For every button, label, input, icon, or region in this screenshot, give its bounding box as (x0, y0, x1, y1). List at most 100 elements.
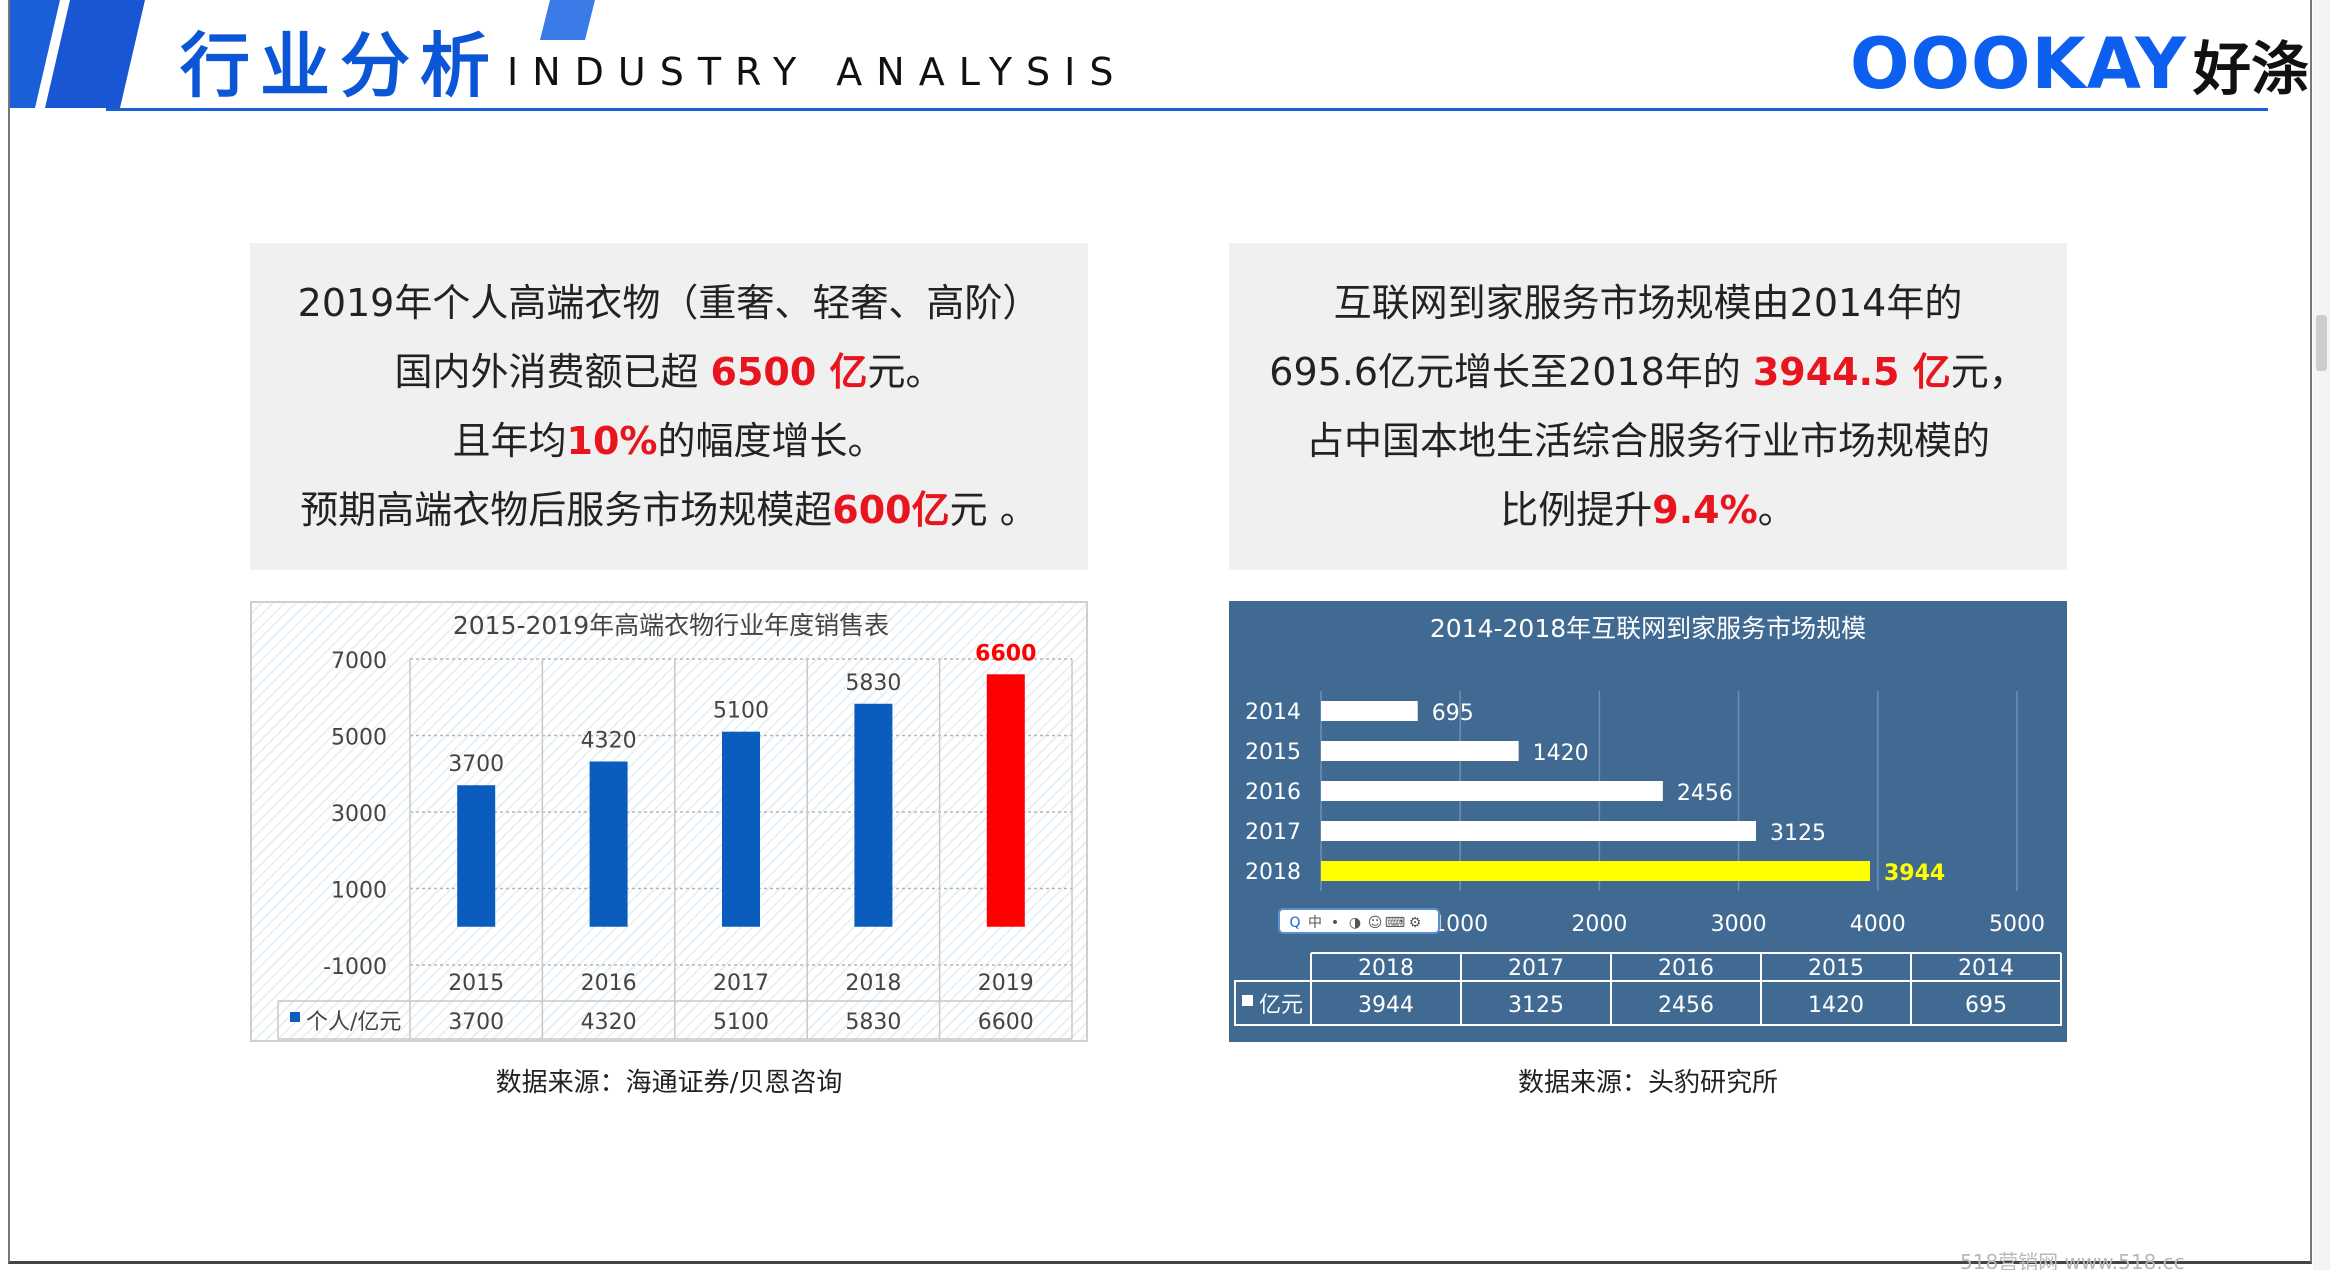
y-tick-label: -1000 (323, 955, 387, 980)
table-value: 5100 (713, 1010, 769, 1035)
data-label: 2456 (1677, 781, 1733, 806)
highlight-value: 6500 亿 (710, 349, 868, 394)
bar (589, 761, 628, 927)
y-tick-label: 7000 (331, 649, 387, 674)
x-tick-label: 3000 (1711, 912, 1767, 937)
data-source-left: 数据来源：海通证券/贝恩咨询 (495, 1068, 843, 1098)
bar (1321, 861, 1871, 881)
x-tick-label: 2015 (448, 971, 504, 996)
legend-label: 亿元 (1259, 993, 1303, 1018)
chart-title: 2014-2018年互联网到家服务市场规模 (1430, 614, 1866, 643)
watermark: 518营销网 www.518.cc (1960, 1250, 2185, 1270)
x-tick-label: 1000 (1432, 912, 1488, 937)
y-tick-label: 3000 (331, 802, 387, 827)
summary-line: 695.6亿元增长至2018年的 3944.5 亿元， (1269, 349, 2027, 394)
table-value: 2456 (1658, 993, 1714, 1018)
highlight-value: 600亿 (832, 487, 950, 532)
ime-toolbar-icon: ⌨ (1385, 915, 1405, 931)
chart-title: 2015-2019年高端衣物行业年度销售表 (453, 611, 889, 640)
brand-logo: OOOKAY 好涤 (1850, 22, 2309, 106)
bar (1321, 781, 1663, 801)
ime-toolbar-icon: Q (1289, 915, 1300, 931)
x-tick-label: 5000 (1989, 912, 2045, 937)
apparel-sales-chart-svg: 2015-2019年高端衣物行业年度销售表 7000 5000 3000 1000 -10… (277, 611, 1073, 1040)
table-value: 1420 (1808, 993, 1864, 1018)
table-value: 3700 (448, 1010, 504, 1035)
table-header: 2018 (1358, 956, 1414, 981)
data-label: 1420 (1533, 741, 1589, 766)
bar (854, 703, 893, 927)
x-tick-label: 2000 (1571, 912, 1627, 937)
summary-box-home-service: 互联网到家服务市场规模由2014年的 695.6亿元增长至2018年的 3944… (1229, 243, 2067, 570)
y-tick-label: 5000 (331, 726, 387, 751)
table-header: 2017 (1508, 956, 1564, 981)
data-label: 3125 (1770, 821, 1826, 846)
ime-toolbar-icon: ☺ (1368, 915, 1383, 931)
summary-line: 比例提升9.4%。 (1500, 487, 1796, 532)
summary-line: 且年均10%的幅度增长。 (452, 418, 886, 463)
bar (1321, 821, 1756, 841)
summary-line: 2019年个人高端衣物（重奢、轻奢、高阶） (297, 280, 1041, 325)
summary-line: 互联网到家服务市场规模由2014年的 (1333, 280, 1963, 325)
x-tick-label: 2017 (713, 971, 769, 996)
y-tick-label: 2017 (1245, 820, 1301, 845)
data-label: 5830 (845, 671, 901, 696)
table-header: 2014 (1958, 956, 2014, 981)
data-source-right: 数据来源：头豹研究所 (1517, 1068, 1778, 1098)
y-tick-label: 2016 (1245, 780, 1301, 805)
logo-text-en: OOOKAY (1850, 23, 2187, 105)
logo-text-cn: 好涤 (2192, 35, 2309, 103)
table-value: 3125 (1508, 993, 1564, 1018)
highlight-value: 9.4% (1652, 487, 1758, 532)
data-label: 3700 (448, 752, 504, 777)
home-service-chart: 2014-2018年互联网到家服务市场规模 1000 2000 3000 4000 500… (1229, 601, 2067, 1042)
header-decoration (10, 0, 595, 108)
table-header: 2016 (1658, 956, 1714, 981)
bar (1321, 741, 1519, 761)
x-tick-label: 2016 (581, 971, 637, 996)
table-value: 3944 (1358, 993, 1414, 1018)
apparel-sales-chart: 2015-2019年高端衣物行业年度销售表 7000 5000 3000 1000 -10… (250, 601, 1088, 1042)
highlight-value: 10% (566, 418, 658, 463)
bar (1321, 701, 1418, 721)
legend-swatch (1242, 995, 1253, 1006)
summary-line: 预期高端衣物后服务市场规模超600亿元 。 (300, 487, 1038, 532)
vertical-scrollbar[interactable] (2313, 0, 2330, 1270)
table-value: 4320 (581, 1010, 637, 1035)
page-subtitle: INDUSTRY ANALYSIS (507, 50, 1128, 94)
scrollbar-thumb[interactable] (2316, 315, 2327, 371)
y-tick-label: 2018 (1245, 860, 1301, 885)
ime-toolbar[interactable] (1278, 908, 1440, 934)
bar (722, 731, 760, 927)
ime-toolbar-icon: • (1331, 915, 1339, 931)
home-service-chart-svg: 2014-2018年互联网到家服务市场规模 1000 2000 3000 4000 500… (1234, 614, 2062, 1026)
ime-toolbar-icon: ⚙ (1409, 915, 1422, 931)
table-value: 6600 (978, 1010, 1034, 1035)
bar (986, 674, 1025, 927)
y-tick-label: 1000 (331, 879, 387, 904)
y-tick-label: 2015 (1245, 740, 1301, 765)
data-label: 695 (1432, 701, 1474, 726)
slide: 行业分析 INDUSTRY ANALYSIS OOOKAY 好涤 2019年个人… (8, 0, 2312, 1264)
legend-swatch (290, 1012, 300, 1022)
page-title: 行业分析 (180, 25, 500, 107)
summary-box-apparel: 2019年个人高端衣物（重奢、轻奢、高阶） 国内外消费额已超 6500 亿元。 … (250, 243, 1088, 570)
highlight-value: 3944.5 亿 (1752, 349, 1951, 394)
table-value: 695 (1965, 993, 2007, 1018)
data-label: 4320 (581, 729, 637, 754)
ime-toolbar-icon: 中 (1308, 915, 1322, 931)
table-value: 5830 (845, 1010, 901, 1035)
x-tick-label: 4000 (1850, 912, 1906, 937)
legend-label: 个人/亿元 (306, 1010, 401, 1035)
x-tick-label: 2018 (845, 971, 901, 996)
data-label: 3944 (1884, 861, 1945, 886)
header-rule (106, 108, 2268, 111)
data-label: 6600 (975, 641, 1036, 666)
x-tick-label: 2019 (978, 971, 1034, 996)
bar (457, 785, 496, 927)
data-label: 5100 (713, 699, 769, 724)
y-tick-label: 2014 (1245, 700, 1301, 725)
table-header: 2015 (1808, 956, 1864, 981)
ime-toolbar-icon: ◑ (1349, 915, 1361, 931)
summary-line: 占中国本地生活综合服务行业市场规模的 (1305, 418, 1990, 463)
